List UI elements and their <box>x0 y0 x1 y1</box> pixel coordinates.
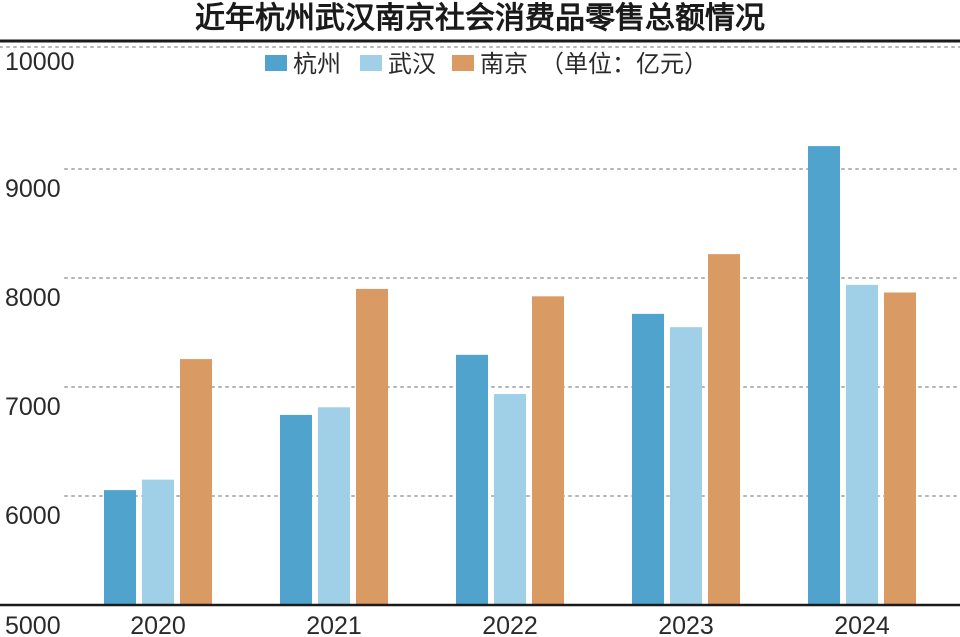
legend: 杭州 武汉 南京 （单位：亿元） <box>265 50 708 78</box>
bar <box>846 284 878 605</box>
x-tick-label: 2021 <box>306 612 362 637</box>
bar <box>280 414 312 605</box>
bar <box>632 313 664 605</box>
bar <box>180 359 212 605</box>
bar <box>494 393 526 605</box>
legend-swatch <box>360 55 382 71</box>
bars <box>104 146 916 606</box>
bar <box>532 296 564 605</box>
y-tick-label: 5000 <box>5 612 61 637</box>
bar <box>708 254 740 605</box>
y-tick-label: 9000 <box>5 175 61 203</box>
bar <box>670 327 702 605</box>
y-tick-label: 6000 <box>5 502 61 530</box>
bar <box>884 292 916 605</box>
bar <box>456 354 488 605</box>
bar <box>356 288 388 605</box>
legend-swatch <box>265 55 287 71</box>
unit-note: （单位：亿元） <box>540 50 708 78</box>
y-axis-ticks: 5000 6000 7000 8000 9000 10000 <box>5 48 75 637</box>
legend-label: 南京 <box>480 50 528 78</box>
y-tick-label: 10000 <box>5 48 75 76</box>
bar <box>104 490 136 605</box>
x-tick-label: 2024 <box>834 612 890 637</box>
legend-label: 杭州 <box>293 50 341 78</box>
bar <box>318 407 350 605</box>
legend-label: 武汉 <box>388 50 436 78</box>
x-axis-ticks: 2020 2021 2022 2023 2024 <box>130 612 890 637</box>
chart-title: 近年杭州武汉南京社会消费品零售总额情况 <box>195 1 765 36</box>
bar <box>808 146 840 606</box>
x-tick-label: 2022 <box>482 612 538 637</box>
y-tick-label: 8000 <box>5 284 61 312</box>
x-tick-label: 2023 <box>658 612 714 637</box>
y-tick-label: 7000 <box>5 393 61 421</box>
bar <box>142 479 174 605</box>
legend-swatch <box>452 55 474 71</box>
x-tick-label: 2020 <box>130 612 186 637</box>
